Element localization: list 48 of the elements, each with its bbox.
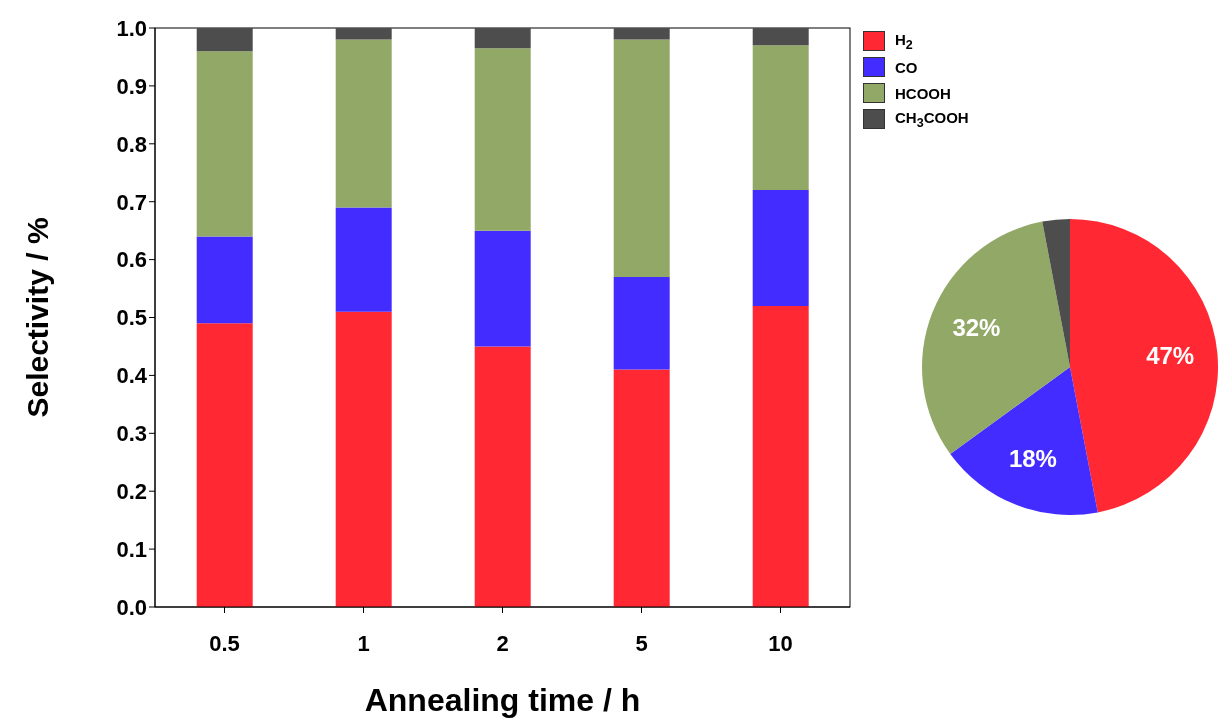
bar	[613, 276, 670, 370]
bar	[196, 236, 253, 324]
bar	[613, 369, 670, 607]
y-tick-label: 0.0	[116, 594, 147, 620]
x-tick-label: 10	[768, 631, 793, 656]
data-label: 32%	[952, 314, 1001, 342]
pie-slice	[1070, 219, 1218, 513]
pie-slice	[1042, 219, 1070, 367]
bar	[613, 28, 670, 40]
x-axis-title: Annealing time / h	[364, 682, 641, 718]
bar	[474, 346, 531, 607]
y-tick-label: 0.7	[116, 189, 147, 215]
y-tick-label: 0.8	[116, 131, 147, 157]
y-tick-label: 0.6	[116, 247, 147, 273]
bar	[752, 305, 809, 607]
bar	[613, 39, 670, 277]
y-axis-title: Selectivity / %	[20, 217, 54, 418]
legend-label: CH$_{3}$COOH	[895, 108, 969, 130]
bar	[335, 39, 392, 208]
bar	[474, 230, 531, 347]
bar	[196, 28, 253, 52]
bar	[752, 28, 809, 46]
x-tick-label: 5	[635, 631, 648, 656]
pie-slice	[950, 367, 1098, 515]
x-tick-label: 0.5	[209, 631, 240, 656]
bar	[196, 323, 253, 607]
y-tick-label: 0.5	[116, 305, 147, 331]
x-tick-label: 2	[496, 631, 509, 656]
bar	[196, 51, 253, 237]
y-tick-label: 0.3	[116, 421, 147, 447]
y-tick-label: 1.0	[116, 15, 147, 41]
y-tick-label: 0.2	[116, 479, 147, 505]
bar	[335, 207, 392, 312]
legend-label: CO	[895, 58, 918, 76]
data-label: 47%	[1146, 341, 1195, 369]
y-tick-label: 0.1	[116, 536, 147, 562]
data-label: 18%	[1008, 444, 1057, 472]
bar	[335, 28, 392, 40]
x-tick-label: 1	[357, 631, 370, 656]
legend-label: H$_{2}$	[895, 30, 913, 52]
bar	[752, 190, 809, 306]
y-tick-label: 0.9	[116, 73, 147, 99]
legend-label: HCOOH	[895, 84, 951, 102]
y-tick-label: 0.4	[116, 363, 148, 389]
bar	[474, 28, 531, 49]
bar	[474, 48, 531, 231]
bar	[752, 45, 809, 191]
bar	[335, 311, 392, 607]
